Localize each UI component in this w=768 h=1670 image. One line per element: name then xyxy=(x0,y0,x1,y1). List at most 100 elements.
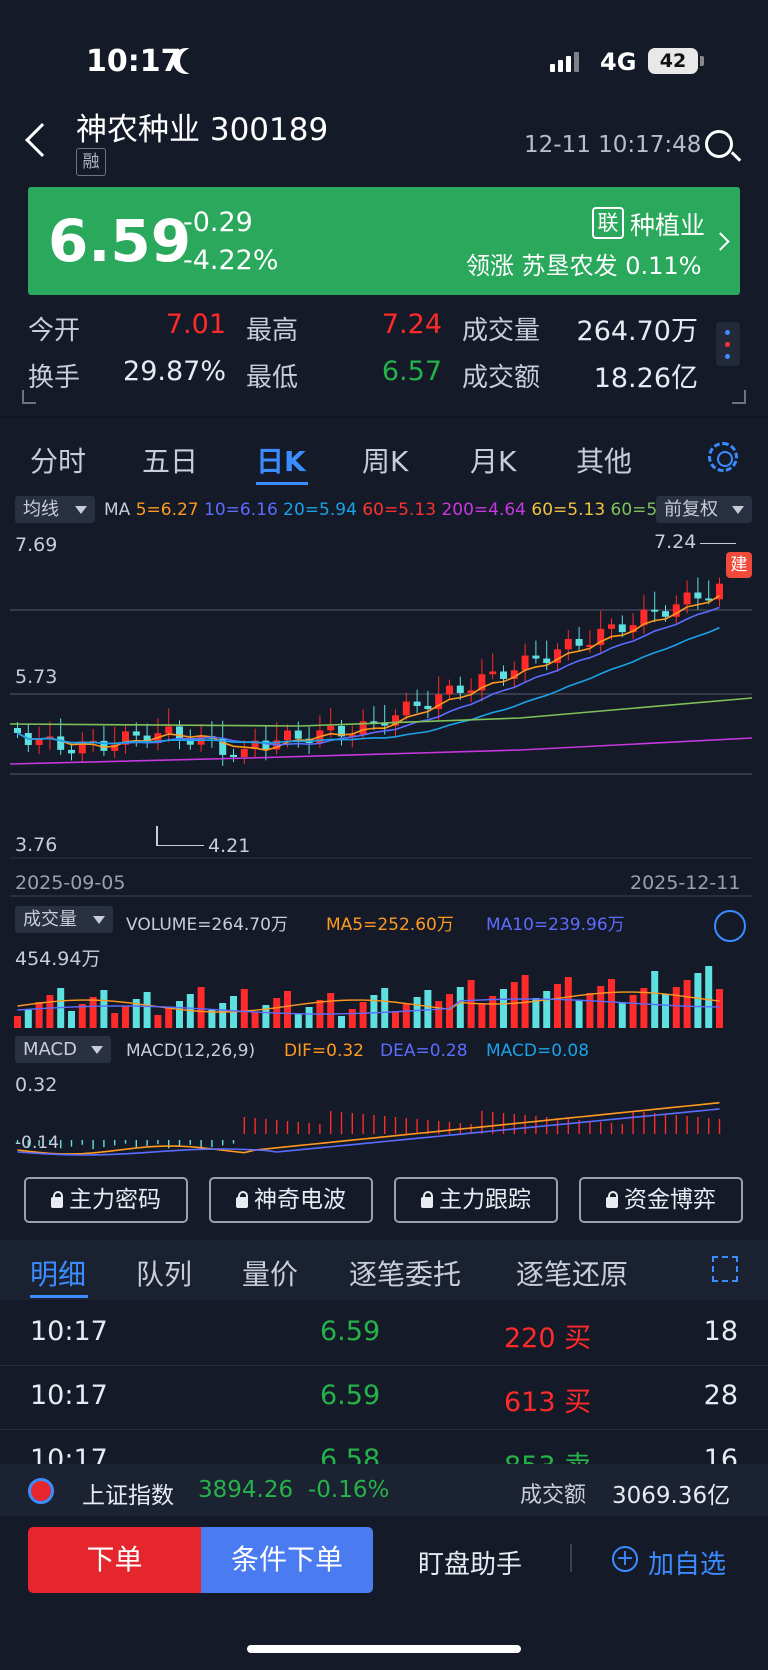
tab-order-by-order[interactable]: 逐笔委托 xyxy=(349,1258,462,1291)
stat-label-turnover: 换手 xyxy=(28,363,81,393)
tool-main-track[interactable]: 主力跟踪 xyxy=(394,1177,558,1223)
tab-volume-price[interactable]: 量价 xyxy=(242,1258,299,1291)
search-icon[interactable] xyxy=(705,130,733,158)
kline-chart[interactable] xyxy=(0,528,768,1018)
candle-body xyxy=(446,685,453,695)
candle-body xyxy=(262,740,270,750)
ma-legend-item: 60=5.13 xyxy=(526,500,606,520)
last-price: 6.59 xyxy=(48,207,192,275)
candle-body xyxy=(683,592,691,605)
gear-icon[interactable] xyxy=(708,442,738,472)
moon-icon xyxy=(180,48,206,74)
volume-bar xyxy=(716,989,723,1028)
trade-count: 16 xyxy=(703,1444,738,1464)
candle-body xyxy=(564,638,572,650)
volume-bar xyxy=(327,993,335,1028)
tab-weekly-k[interactable]: 周K xyxy=(362,445,409,478)
candle-body xyxy=(640,609,648,626)
trade-time: 10:17 xyxy=(30,1380,108,1411)
back-icon[interactable] xyxy=(25,123,59,157)
volume-bar xyxy=(35,1002,43,1028)
candle-body xyxy=(359,721,367,735)
adjust-selector[interactable]: 前复权 xyxy=(656,496,752,523)
tab-queue[interactable]: 队列 xyxy=(136,1258,193,1291)
trade-price: 6.59 xyxy=(320,1316,381,1347)
tab-detail[interactable]: 明细 xyxy=(30,1258,87,1291)
table-row: 10:17 6.59 220 买 18 xyxy=(0,1302,768,1366)
build-tag[interactable]: 建 xyxy=(726,552,752,578)
volume-bar xyxy=(68,1011,75,1028)
volume-bar xyxy=(435,1001,443,1028)
tab-timeshare[interactable]: 分时 xyxy=(30,445,87,478)
ma-legend: MA 5=6.27 10=6.16 20=5.94 60=5.13 200=4.… xyxy=(104,500,684,520)
add-watchlist-button[interactable]: 加自选 xyxy=(648,1550,727,1580)
volume-bar xyxy=(132,999,140,1028)
macd-dif: DIF=0.32 xyxy=(284,1041,364,1061)
tool-magic-wave[interactable]: 神奇电波 xyxy=(209,1177,373,1223)
expand-icon[interactable] xyxy=(714,910,746,942)
tab-daily-k[interactable]: 日K xyxy=(256,445,306,478)
trade-volume: 613 买 xyxy=(504,1387,592,1418)
candle-body xyxy=(435,694,443,710)
sector-name[interactable]: 种植业 xyxy=(630,211,706,240)
volume-bar xyxy=(564,977,572,1028)
volume-bar xyxy=(554,984,561,1028)
add-icon: + xyxy=(612,1546,638,1572)
volume-bar xyxy=(413,997,421,1028)
tool-capital-game[interactable]: 资金博弈 xyxy=(579,1177,743,1223)
lock-icon xyxy=(236,1191,248,1208)
tab-five-day[interactable]: 五日 xyxy=(142,445,199,478)
volume-bar xyxy=(651,971,659,1028)
high-marker: 7.24 xyxy=(654,531,697,553)
logo-icon xyxy=(28,1478,54,1504)
expand-corner-right[interactable] xyxy=(732,390,746,404)
tab-trade-replay[interactable]: 逐笔还原 xyxy=(516,1258,629,1291)
macd-hist: MACD=0.08 xyxy=(486,1041,590,1061)
watch-assistant-button[interactable]: 盯盘助手 xyxy=(418,1550,523,1580)
volume-max: 454.94万 xyxy=(15,948,101,970)
price-panel[interactable] xyxy=(28,187,740,295)
stat-label-low: 最低 xyxy=(246,363,299,393)
volume-bar xyxy=(705,966,713,1028)
volume-bar xyxy=(532,998,540,1028)
ma-line xyxy=(17,594,720,752)
ma-legend-item: 200=4.64 xyxy=(436,500,526,520)
tab-monthly-k[interactable]: 月K xyxy=(470,445,517,478)
trade-count: 28 xyxy=(703,1380,738,1411)
macd-bottom: -0.14 xyxy=(15,1133,59,1153)
volume-bar xyxy=(154,1015,162,1028)
more-icon[interactable] xyxy=(716,322,740,366)
ma-selector[interactable]: 均线 xyxy=(15,496,95,523)
candle-body xyxy=(100,740,108,751)
stat-value-high: 7.24 xyxy=(381,309,442,340)
volume-bar xyxy=(305,1007,313,1028)
tab-other[interactable]: 其他 xyxy=(576,445,633,478)
volume-selector[interactable]: 成交量 xyxy=(15,906,113,933)
ma-line xyxy=(17,626,720,745)
volume-bar xyxy=(176,1001,183,1028)
volume-bar xyxy=(521,975,529,1028)
candle-body xyxy=(143,735,151,744)
candle-body xyxy=(716,583,723,600)
ma-legend-item: 60=5.13 xyxy=(356,500,437,520)
ma-legend-item: 20=5.94 xyxy=(277,500,357,520)
volume-bar xyxy=(597,986,605,1028)
expand-corner-left[interactable] xyxy=(22,390,36,404)
dif-line xyxy=(17,1101,720,1155)
conditional-order-button[interactable]: 条件下单 xyxy=(201,1527,373,1593)
volume-bar xyxy=(111,1013,119,1028)
volume-chart[interactable] xyxy=(0,960,768,1030)
dea-line xyxy=(17,1108,720,1156)
fullscreen-icon[interactable] xyxy=(712,1256,738,1282)
candle-body xyxy=(284,730,291,741)
macd-selector[interactable]: MACD xyxy=(15,1036,111,1063)
order-button[interactable]: 下单 xyxy=(28,1527,201,1593)
volume-bar xyxy=(424,990,432,1028)
stat-value-open: 7.01 xyxy=(165,309,226,340)
index-ticker[interactable] xyxy=(0,1464,768,1516)
table-row: 10:17 6.59 613 买 28 xyxy=(0,1366,768,1430)
candle-body xyxy=(705,598,713,601)
macd-chart[interactable] xyxy=(0,1090,768,1162)
tool-main-code[interactable]: 主力密码 xyxy=(24,1177,188,1223)
candle-body xyxy=(392,715,399,726)
